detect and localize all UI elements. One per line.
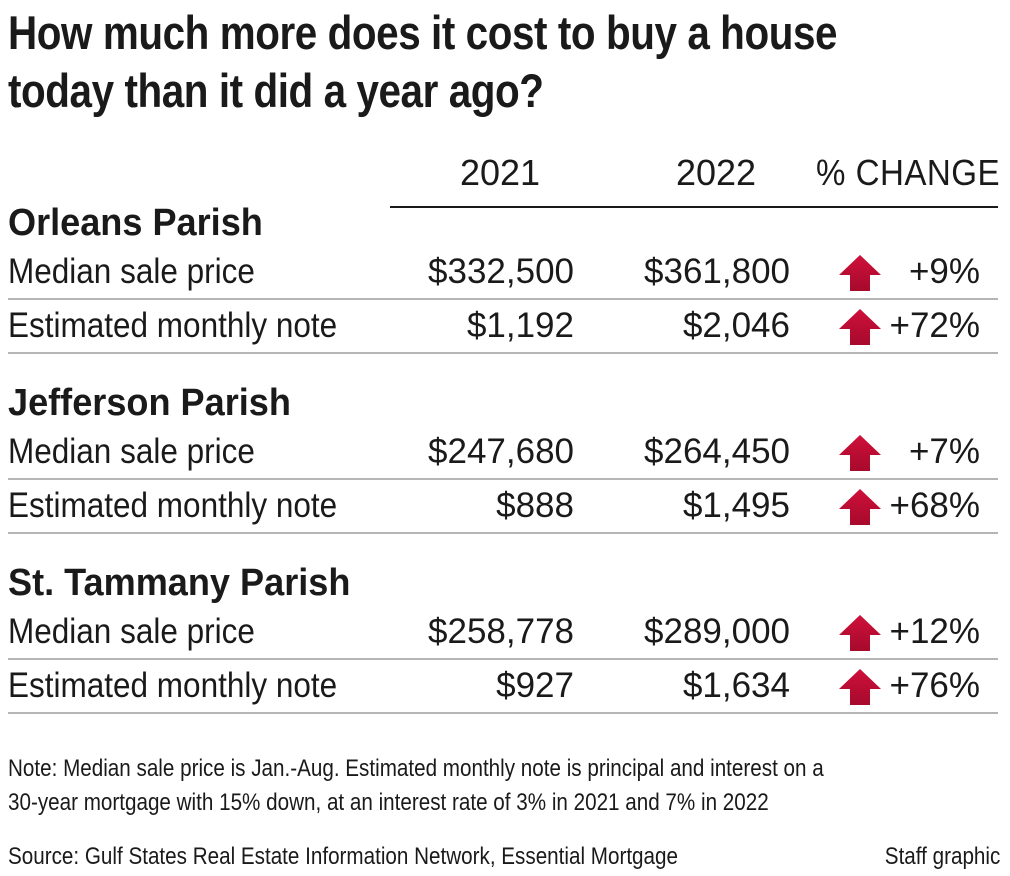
row-label: Estimated monthly note — [8, 666, 338, 705]
footnote-line-2: 30-year mortgage with 15% down, at an in… — [8, 789, 769, 816]
up-arrow-icon — [839, 615, 881, 651]
table-row: Estimated monthly note $927 $1,634 +76% — [0, 660, 1010, 712]
table-row: Median sale price $258,778 $289,000 +12% — [0, 606, 1010, 658]
percent-change: +72% — [889, 306, 981, 345]
row-divider — [8, 478, 998, 480]
up-arrow-icon — [839, 435, 881, 471]
percent-change: +12% — [889, 612, 981, 651]
value-2021: $1,192 — [466, 306, 574, 345]
up-arrow-icon — [839, 669, 881, 705]
row-divider — [8, 352, 998, 354]
row-divider — [8, 532, 998, 534]
footnote-line-1: Note: Median sale price is Jan.-Aug. Est… — [8, 755, 824, 782]
up-arrow-icon — [839, 309, 881, 345]
percent-change: +76% — [889, 666, 981, 705]
row-label: Median sale price — [8, 432, 255, 471]
row-divider — [8, 712, 998, 714]
column-header-percent-change: % CHANGE — [816, 152, 1001, 193]
value-2021: $332,500 — [428, 252, 574, 291]
row-label: Estimated monthly note — [8, 306, 338, 345]
row-label: Median sale price — [8, 612, 255, 651]
header-rule — [390, 206, 998, 208]
value-2021: $888 — [496, 486, 574, 525]
up-arrow-icon — [839, 489, 881, 525]
value-2022: $264,450 — [644, 432, 790, 471]
source-line: Source: Gulf States Real Estate Informat… — [8, 843, 678, 870]
chart-title: How much more does it cost to buy a hous… — [8, 4, 864, 120]
credit-line: Staff graphic — [884, 843, 1000, 870]
percent-change: +68% — [889, 486, 981, 525]
value-2022: $361,800 — [644, 252, 790, 291]
parish-heading: Orleans Parish — [8, 202, 263, 244]
value-2022: $1,495 — [682, 486, 790, 525]
chart-title-line-2: today than it did a year ago? — [8, 64, 544, 117]
up-arrow-icon — [839, 255, 881, 291]
table-row: Estimated monthly note $1,192 $2,046 +72% — [0, 300, 1010, 352]
footnote: Note: Median sale price is Jan.-Aug. Est… — [8, 752, 868, 820]
table-row: Median sale price $247,680 $264,450 +7% — [0, 426, 1010, 478]
value-2022: $289,000 — [644, 612, 790, 651]
parish-heading: St. Tammany Parish — [8, 562, 351, 604]
chart-title-line-1: How much more does it cost to buy a hous… — [8, 6, 838, 59]
row-divider — [8, 658, 998, 660]
parish-heading: Jefferson Parish — [8, 382, 291, 424]
percent-change: +7% — [908, 432, 980, 471]
row-label: Median sale price — [8, 252, 255, 291]
value-2021: $258,778 — [428, 612, 574, 651]
row-label: Estimated monthly note — [8, 486, 338, 525]
table-row: Median sale price $332,500 $361,800 +9% — [0, 246, 1010, 298]
value-2021: $247,680 — [428, 432, 574, 471]
value-2021: $927 — [496, 666, 574, 705]
column-header-2022: 2022 — [675, 152, 757, 193]
value-2022: $2,046 — [682, 306, 790, 345]
column-header-2021: 2021 — [459, 152, 541, 193]
value-2022: $1,634 — [682, 666, 790, 705]
percent-change: +9% — [908, 252, 980, 291]
row-divider — [8, 298, 998, 300]
table-row: Estimated monthly note $888 $1,495 +68% — [0, 480, 1010, 532]
